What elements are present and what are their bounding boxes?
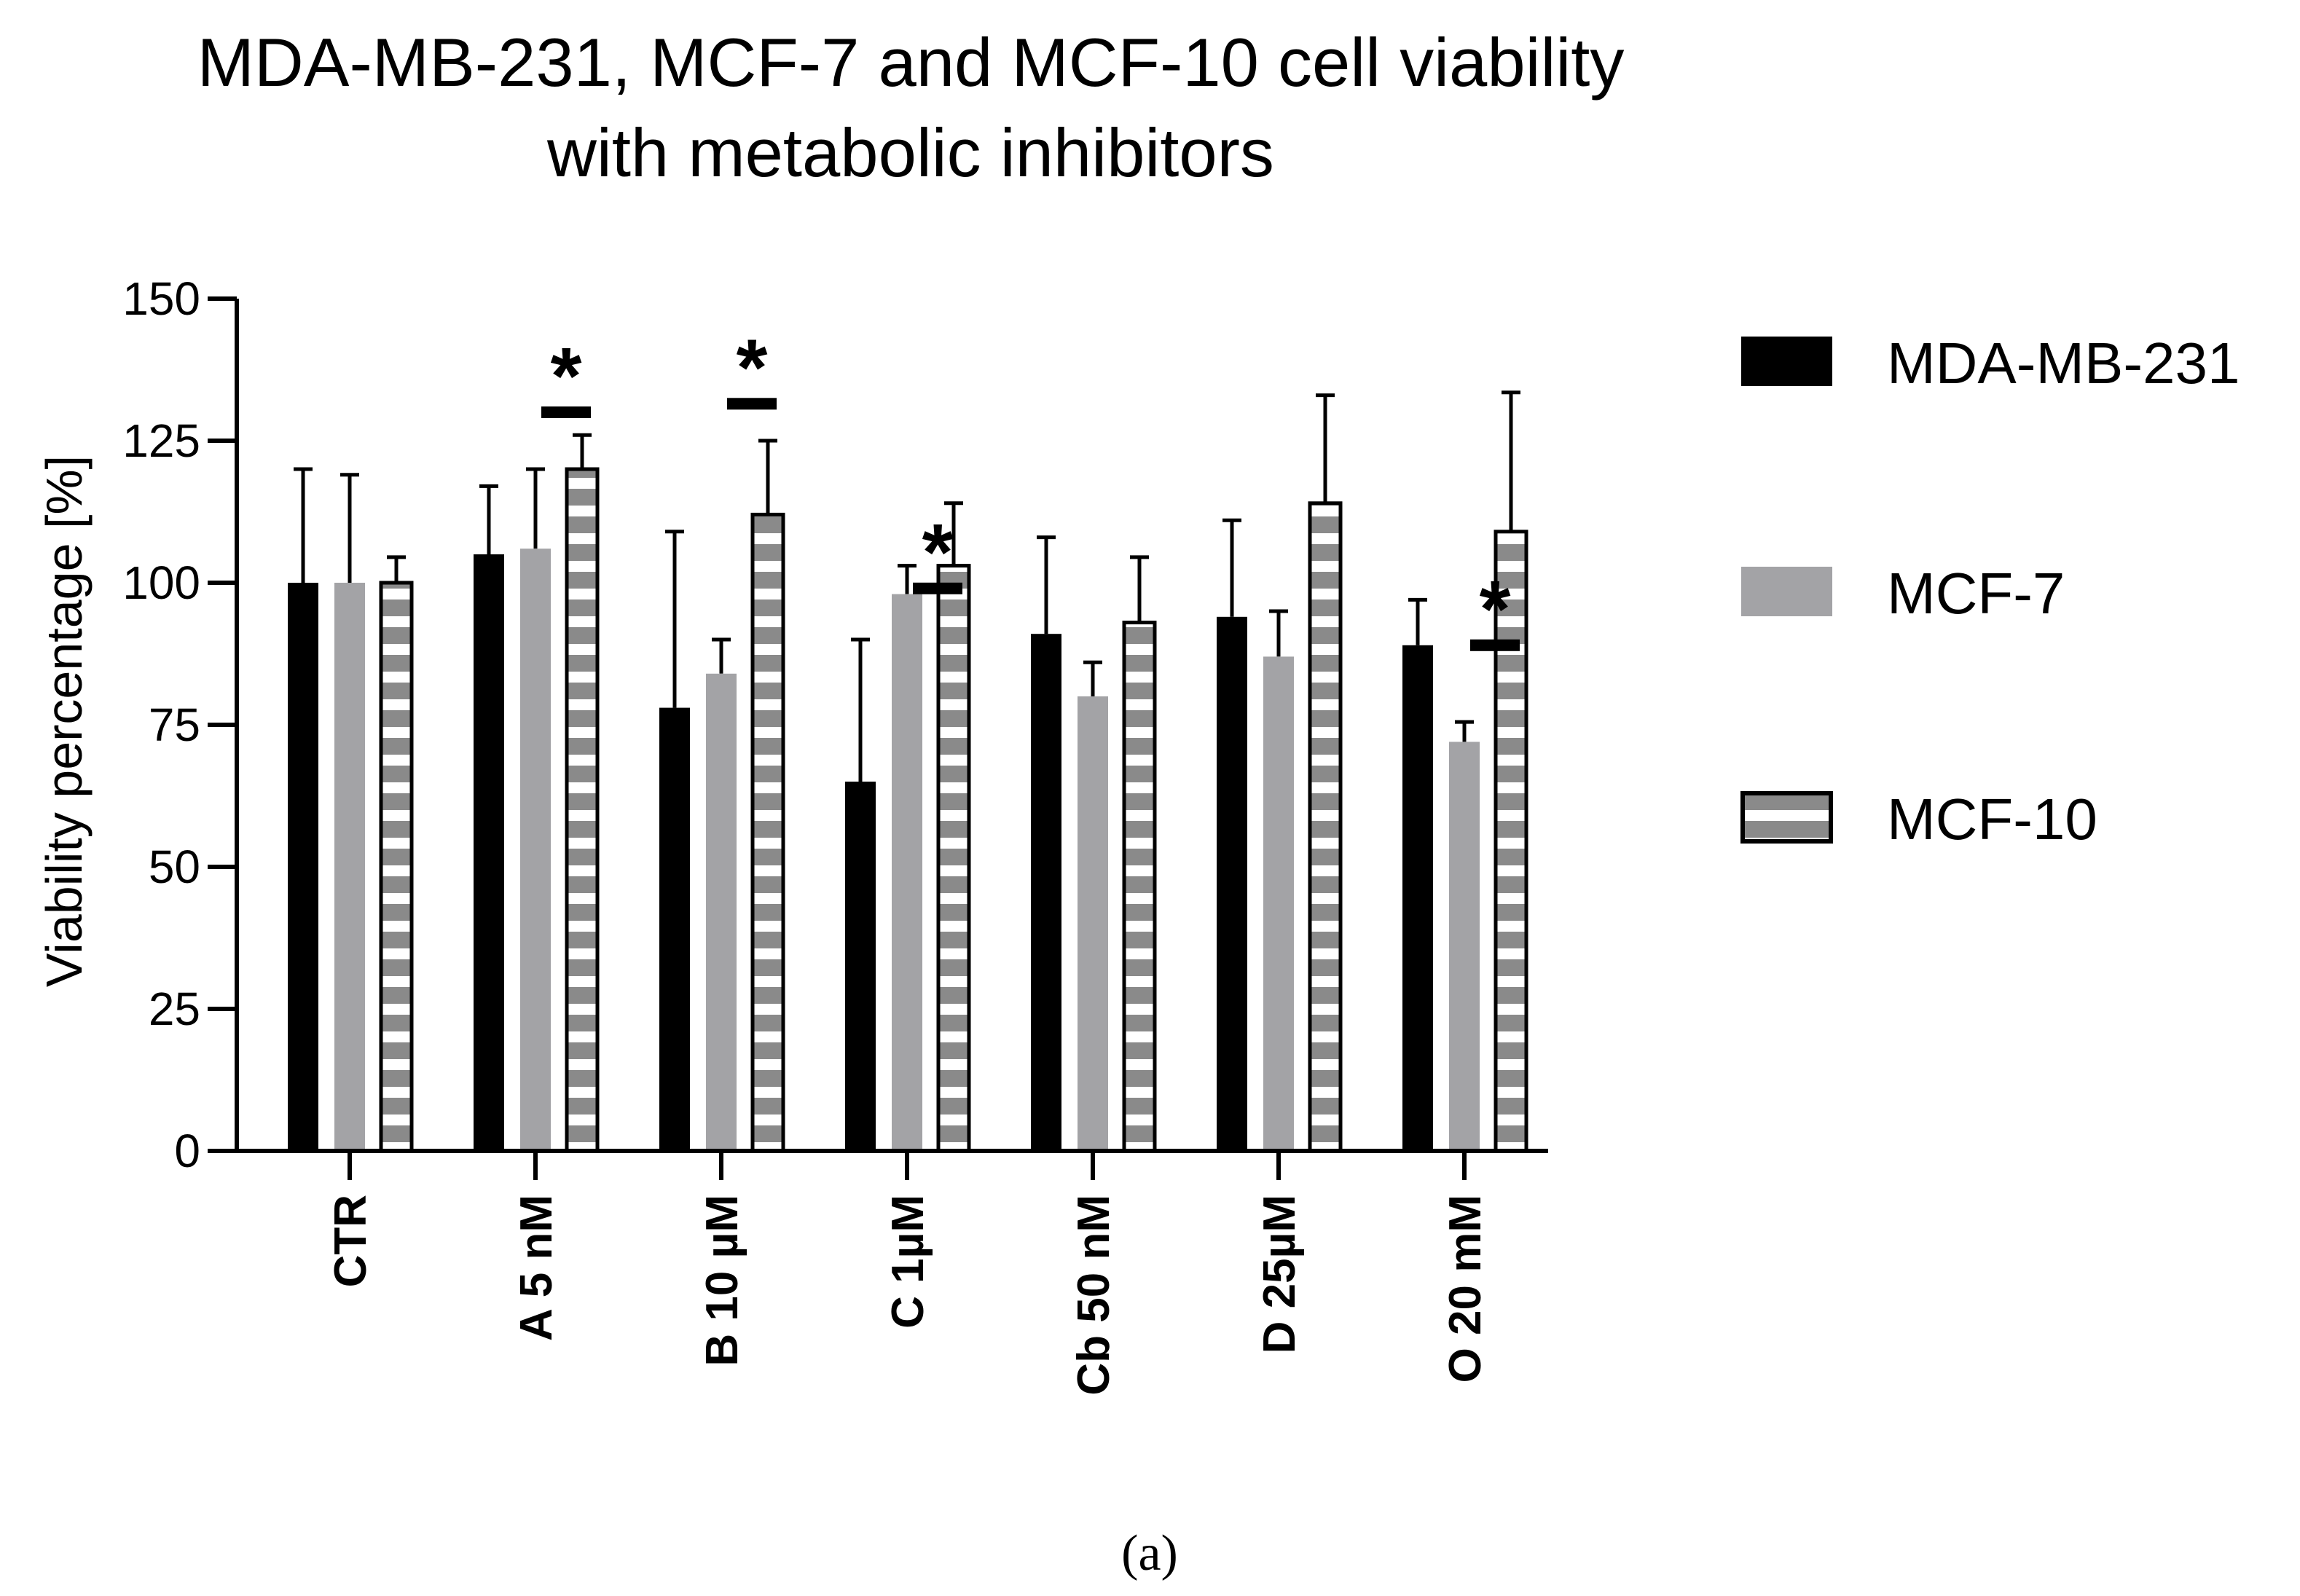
bar-mcf-10-c-1-m <box>936 564 971 1153</box>
y-axis-label: Viability percentage [%] <box>36 455 93 987</box>
bar-mda-mb-231-c-1-m <box>845 782 876 1151</box>
significance-line-b-10-m <box>727 398 777 410</box>
x-tick-label-o-20-mm: O 20 mM <box>1440 1195 1491 1383</box>
significance-marker-b-10-m: * <box>737 323 768 412</box>
bar-mda-mb-231-ctr <box>288 583 318 1151</box>
y-tick-label-25: 25 <box>149 983 200 1035</box>
significance-line-a-5-nm <box>541 406 591 418</box>
bar-mda-mb-231-o-20-mm <box>1402 645 1433 1151</box>
bar-mda-mb-231-b-10-m <box>659 707 690 1151</box>
y-tick-label-150: 150 <box>122 272 200 325</box>
bar-mcf-7-d-25-m <box>1263 656 1294 1151</box>
y-tick-label-75: 75 <box>149 699 200 751</box>
figure-caption: (a) <box>1121 1525 1178 1581</box>
y-tick-label-125: 125 <box>122 414 200 467</box>
bar-mcf-10-cb-50-nm <box>1122 621 1157 1153</box>
bar-mcf-10-a-5-nm <box>565 467 600 1153</box>
x-tick-label-d-25-m: D 25µM <box>1255 1195 1305 1353</box>
significance-marker-o-20-mm: * <box>1480 565 1511 654</box>
bar-mcf-7-ctr <box>334 583 365 1151</box>
y-tick-label-50: 50 <box>149 841 200 893</box>
bar-mda-mb-231-a-5-nm <box>474 554 504 1151</box>
legend-label-mda-mb-231: MDA-MB-231 <box>1887 331 2240 396</box>
legend-swatch-mcf-10 <box>1740 791 1833 844</box>
plot-area: * * * * <box>288 323 1528 1153</box>
legend-swatch-mda-mb-231 <box>1741 337 1832 386</box>
legend-label-mcf-10: MCF-10 <box>1887 787 2097 852</box>
bar-mda-mb-231-d-25-m <box>1217 616 1247 1151</box>
y-tick-label-100: 100 <box>122 557 200 609</box>
chart-title-line2: with metabolic inhibitors <box>546 114 1274 191</box>
x-tick-label-a-5-nm: A 5 nM <box>511 1195 562 1341</box>
legend: MDA-MB-231 MCF-7 MCF-10 <box>1740 331 2240 852</box>
legend-swatch-mcf-7 <box>1741 567 1832 616</box>
significance-marker-c-1-m: * <box>922 508 954 597</box>
bar-mcf-7-cb-50-nm <box>1078 696 1108 1151</box>
bar-mda-mb-231-cb-50-nm <box>1031 634 1061 1151</box>
y-tick-label-0: 0 <box>174 1125 200 1177</box>
x-tick-label-ctr: CTR <box>326 1195 376 1287</box>
bar-mcf-10-d-25-m <box>1308 501 1343 1153</box>
chart-title-line1: MDA-MB-231, MCF-7 and MCF-10 cell viabil… <box>197 24 1625 101</box>
axes: 0 25 50 75 100 125 150 CTR A 5 nM B 10 µM C 1µM Cb … <box>122 272 1548 1396</box>
x-tick-label-cb-50-nm: Cb 50 nM <box>1069 1195 1119 1396</box>
x-tick-label-c-1-m: C 1µM <box>883 1195 933 1329</box>
bar-mcf-7-a-5-nm <box>520 549 551 1151</box>
bar-mcf-7-b-10-m <box>706 673 737 1151</box>
significance-marker-a-5-nm: * <box>551 331 582 421</box>
x-tick-label-b-10-m: B 10 µM <box>697 1195 747 1367</box>
bar-mcf-10-b-10-m <box>750 512 785 1153</box>
bar-mcf-10-ctr <box>379 581 414 1153</box>
significance-line-c-1-m <box>913 582 962 594</box>
bar-mcf-10-o-20-mm <box>1494 530 1528 1153</box>
bar-mcf-7-o-20-mm <box>1449 742 1480 1151</box>
bar-mcf-7-c-1-m <box>892 594 922 1151</box>
legend-label-mcf-7: MCF-7 <box>1887 561 2065 626</box>
significance-line-o-20-mm <box>1470 639 1520 651</box>
